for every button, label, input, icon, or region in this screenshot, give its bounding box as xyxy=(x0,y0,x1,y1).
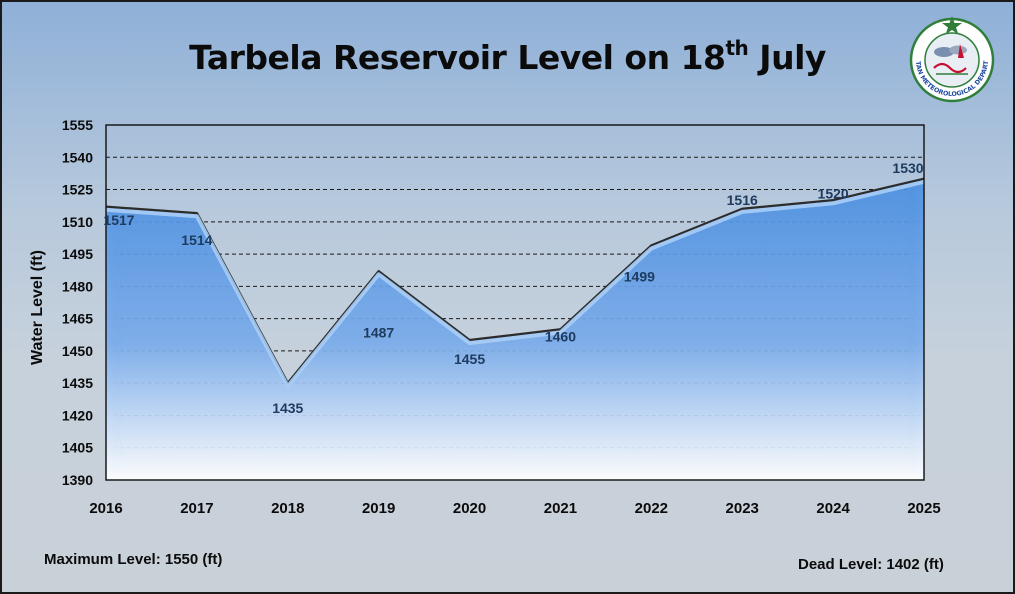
chart-title: Tarbela Reservoir Level on 18th July xyxy=(2,38,1013,77)
max-level-note: Maximum Level: 1550 (ft) xyxy=(44,551,223,568)
y-tick-label: 1555 xyxy=(62,117,93,133)
chart-title-main: Tarbela Reservoir Level on 18 xyxy=(189,38,726,77)
x-tick-label: 2024 xyxy=(816,500,850,517)
x-tick-label: 2021 xyxy=(544,500,577,517)
y-tick-label: 1420 xyxy=(62,407,93,423)
y-tick-label: 1435 xyxy=(62,375,93,391)
y-tick-label: 1465 xyxy=(62,311,93,327)
chart-title-sup: th xyxy=(725,36,749,60)
data-label: 1514 xyxy=(181,232,212,248)
data-label: 1487 xyxy=(363,324,394,340)
data-label: 1516 xyxy=(727,192,758,208)
y-tick-label: 1390 xyxy=(62,472,93,488)
plot-border xyxy=(105,124,925,481)
y-tick-label: 1510 xyxy=(62,214,93,230)
x-tick-label: 2018 xyxy=(271,500,304,517)
data-label: 1520 xyxy=(818,185,849,201)
y-tick-label: 1405 xyxy=(62,440,93,456)
data-label: 1530 xyxy=(892,160,923,176)
x-tick-label: 2025 xyxy=(907,500,940,517)
pmd-logo-icon: PAKISTAN METEOROLOGICAL DEPARTMENT xyxy=(904,12,995,103)
data-label: 1435 xyxy=(272,400,303,416)
x-tick-label: 2022 xyxy=(635,500,668,517)
x-tick-label: 2020 xyxy=(453,500,486,517)
data-label: 1460 xyxy=(545,328,576,344)
x-tick-label: 2023 xyxy=(726,500,759,517)
y-tick-label: 1495 xyxy=(62,246,93,262)
data-label: 1499 xyxy=(624,268,655,284)
x-tick-label: 2016 xyxy=(89,500,122,517)
data-label: 1455 xyxy=(454,351,485,367)
x-tick-label: 2019 xyxy=(362,500,395,517)
chart-title-tail: July xyxy=(748,38,826,77)
y-tick-label: 1450 xyxy=(62,343,93,359)
y-tick-label: 1480 xyxy=(62,278,93,294)
dead-level-note: Dead Level: 1402 (ft) xyxy=(798,556,944,573)
x-tick-label: 2017 xyxy=(180,500,213,517)
data-label: 1517 xyxy=(103,212,134,228)
series-area xyxy=(106,178,924,480)
y-tick-label: 1525 xyxy=(62,182,93,198)
y-tick-label: 1540 xyxy=(62,149,93,165)
y-axis-title: Water Level (ft) xyxy=(29,250,46,365)
series-highlight xyxy=(105,179,925,389)
